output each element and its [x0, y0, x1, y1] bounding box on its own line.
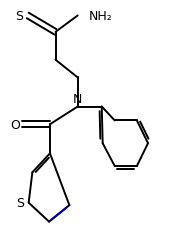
Text: S: S [16, 196, 24, 209]
Text: S: S [15, 10, 23, 23]
Text: O: O [10, 118, 20, 131]
Text: NH₂: NH₂ [89, 10, 112, 23]
Text: N: N [73, 92, 82, 105]
